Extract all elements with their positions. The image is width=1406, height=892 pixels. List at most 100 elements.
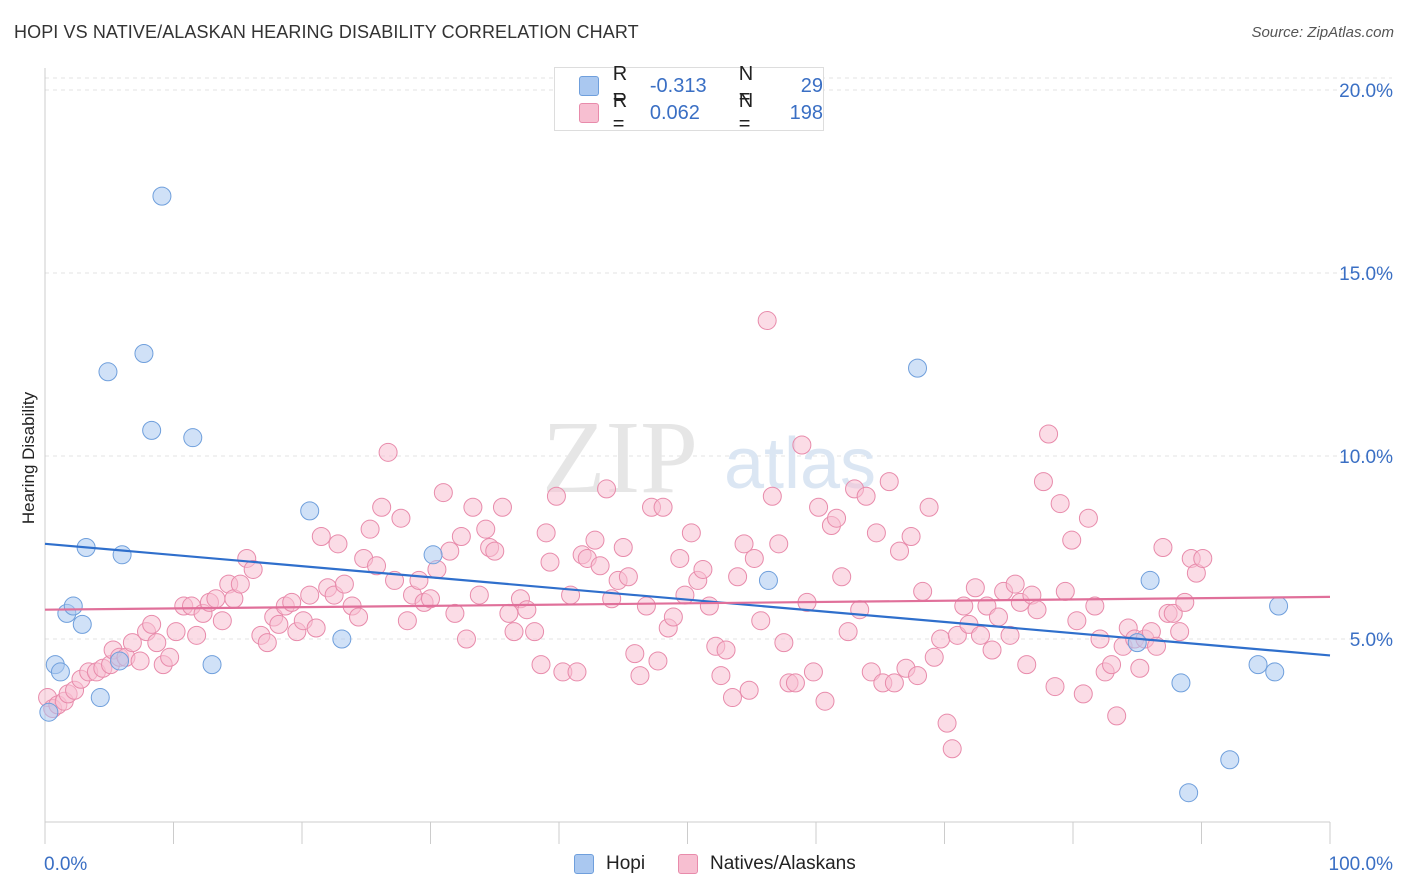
data-point-natives xyxy=(663,607,683,627)
data-point-natives xyxy=(739,680,759,700)
legend-swatch-natives xyxy=(579,103,599,123)
data-point-hopi xyxy=(300,501,320,521)
data-point-natives xyxy=(499,603,519,623)
data-point-natives xyxy=(613,537,633,557)
data-point-natives xyxy=(1073,684,1093,704)
data-point-natives xyxy=(890,541,910,561)
data-point-hopi xyxy=(908,358,928,378)
data-point-natives xyxy=(517,600,537,620)
data-point-natives xyxy=(525,622,545,642)
data-point-natives xyxy=(360,519,380,539)
data-point-hopi xyxy=(1265,662,1285,682)
data-point-hopi xyxy=(423,545,443,565)
data-point-natives xyxy=(421,589,440,609)
data-point-natives xyxy=(451,527,471,547)
data-point-natives xyxy=(1090,629,1110,649)
y-tick-label: 10.0% xyxy=(1339,447,1393,468)
data-point-natives xyxy=(282,592,302,612)
data-point-natives xyxy=(856,486,876,506)
data-point-hopi xyxy=(152,186,172,206)
data-point-natives xyxy=(815,691,835,711)
data-point-natives xyxy=(1017,655,1037,675)
data-point-hopi xyxy=(63,596,83,616)
legend-n-label: N = xyxy=(738,63,754,108)
data-point-hopi xyxy=(134,343,154,363)
data-point-hopi xyxy=(72,614,92,634)
data-point-natives xyxy=(597,479,617,499)
data-point-natives xyxy=(147,633,167,653)
data-point-natives xyxy=(476,519,496,539)
trend-line-natives xyxy=(44,595,1331,611)
data-point-hopi xyxy=(112,545,132,565)
data-point-natives xyxy=(385,570,405,590)
data-point-hopi xyxy=(1220,750,1240,770)
legend-r-value-natives: 0.062 xyxy=(649,101,700,124)
data-point-natives xyxy=(540,552,560,572)
data-point-natives xyxy=(142,614,162,634)
legend-item-hopi[interactable]: Hopi xyxy=(574,853,645,875)
legend-r-value-hopi: -0.313 xyxy=(649,74,707,97)
data-point-natives xyxy=(744,548,764,568)
data-point-natives xyxy=(212,611,232,631)
data-point-natives xyxy=(832,567,852,587)
data-point-natives xyxy=(328,534,348,554)
data-point-natives xyxy=(531,655,551,675)
data-point-natives xyxy=(300,585,320,605)
data-point-natives xyxy=(762,486,782,506)
data-point-natives xyxy=(1085,596,1105,616)
axis-labels: 5.0% 10.0% 15.0% 20.0% 0.0% 100.0% Hearing Dis… xyxy=(19,81,1393,875)
data-point-hopi xyxy=(758,570,778,590)
data-point-natives xyxy=(838,622,858,642)
data-point-natives xyxy=(769,534,789,554)
data-point-natives xyxy=(931,629,951,649)
data-point-natives xyxy=(1067,611,1087,631)
y-tick-label: 20.0% xyxy=(1339,81,1393,102)
data-point-natives xyxy=(757,311,777,331)
data-point-natives xyxy=(1193,548,1213,568)
chart-title: HOPI VS NATIVE/ALASKAN HEARING DISABILIT… xyxy=(14,22,639,42)
y-axis-label: Hearing Disability xyxy=(19,391,38,524)
legend-item-natives[interactable]: Natives/Alaskans xyxy=(678,853,856,875)
legend-item-swatch-natives xyxy=(678,854,698,874)
data-point-natives xyxy=(699,596,719,616)
data-point-natives xyxy=(1005,574,1025,594)
data-point-natives xyxy=(206,589,226,609)
data-point-hopi xyxy=(1171,673,1191,693)
data-point-natives xyxy=(1000,625,1020,645)
data-point-hopi xyxy=(1140,570,1160,590)
data-point-hopi xyxy=(142,420,162,440)
data-point-natives xyxy=(988,607,1008,627)
data-point-natives xyxy=(492,497,512,517)
data-point-natives xyxy=(774,633,794,653)
data-point-natives xyxy=(306,618,326,638)
data-point-natives xyxy=(485,541,505,561)
data-point-natives xyxy=(942,739,962,759)
data-point-natives xyxy=(311,527,331,547)
data-point-natives xyxy=(901,527,921,547)
data-point-natives xyxy=(160,647,180,667)
data-point-natives xyxy=(884,673,904,693)
data-point-natives xyxy=(970,625,990,645)
legend-n-value-natives: 198 xyxy=(789,101,823,124)
data-point-natives xyxy=(130,651,150,671)
data-point-natives xyxy=(546,486,566,506)
data-point-natives xyxy=(409,570,429,590)
data-point-natives xyxy=(269,614,289,634)
data-point-natives xyxy=(965,578,985,598)
data-point-natives xyxy=(334,574,354,594)
series-natives-alaskans xyxy=(38,311,1213,759)
data-point-hopi xyxy=(39,702,59,722)
data-point-natives xyxy=(397,611,417,631)
data-point-hopi xyxy=(1127,633,1147,653)
y-tick-label: 15.0% xyxy=(1339,264,1393,285)
data-point-natives xyxy=(630,666,650,686)
data-point-natives xyxy=(1045,677,1065,697)
data-point-natives xyxy=(1050,494,1070,514)
legend-r-label: R = xyxy=(612,63,628,108)
trend-line-hopi xyxy=(44,542,1331,657)
data-point-natives xyxy=(693,559,713,579)
data-point-hopi xyxy=(1179,783,1199,803)
data-point-natives xyxy=(977,596,997,616)
data-point-natives xyxy=(653,497,673,517)
data-point-natives xyxy=(625,644,645,664)
